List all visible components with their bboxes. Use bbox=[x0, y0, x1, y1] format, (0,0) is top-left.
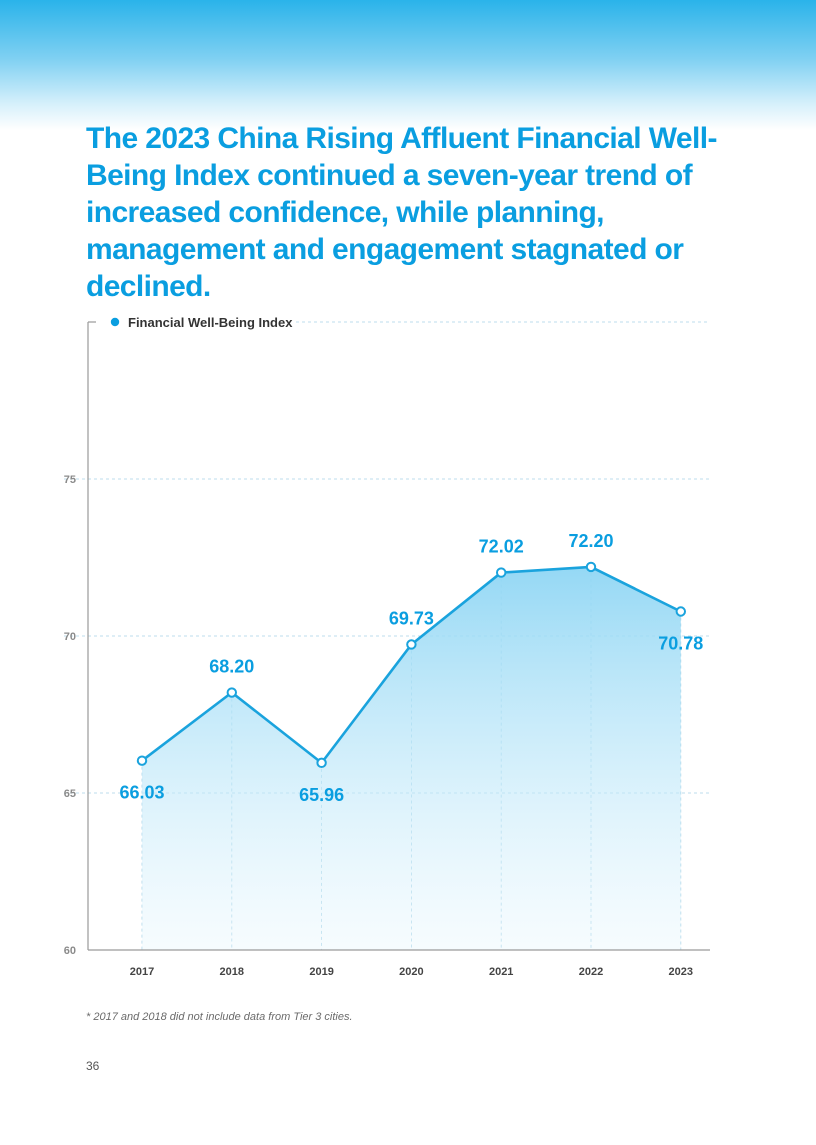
legend-marker bbox=[110, 317, 120, 327]
y-tick-label: 75 bbox=[64, 474, 76, 486]
data-label: 72.20 bbox=[568, 531, 613, 551]
data-point bbox=[585, 561, 597, 573]
area-layer bbox=[142, 566, 681, 950]
data-label: 70.78 bbox=[658, 634, 703, 654]
page-headline: The 2023 China Rising Affluent Financial… bbox=[86, 122, 717, 303]
x-tick-label: 2023 bbox=[669, 966, 693, 978]
data-label: 69.73 bbox=[389, 608, 434, 628]
data-point bbox=[675, 606, 686, 617]
data-label: 72.02 bbox=[479, 537, 524, 557]
data-point bbox=[136, 755, 148, 766]
series-area-fill bbox=[142, 566, 681, 950]
axis-layer: 60 65 70 75 2017 2018 2019 2020 2021 2022 2023 bbox=[64, 321, 710, 978]
x-tick-label: 2017 bbox=[130, 966, 154, 978]
legend-label: Financial Well-Being Index bbox=[128, 315, 293, 330]
chart-footnote: * 2017 and 2018 did not include data fro… bbox=[86, 1011, 353, 1023]
line-layer bbox=[136, 561, 686, 769]
page-number: 36 bbox=[86, 1059, 100, 1073]
x-tick-label: 2019 bbox=[309, 966, 333, 978]
data-label: 66.03 bbox=[119, 783, 164, 803]
legend-layer: Financial Well-Being Index bbox=[110, 315, 293, 330]
data-point bbox=[316, 757, 327, 769]
header-gradient-band bbox=[0, 0, 816, 130]
x-tick-label: 2022 bbox=[579, 966, 603, 978]
well-being-index-line-chart: 60 65 70 75 2017 2018 2019 2020 2021 2022 2023 66.… bbox=[64, 315, 710, 978]
data-label: 65.96 bbox=[299, 785, 344, 805]
data-point bbox=[496, 567, 507, 578]
x-tick-label: 2020 bbox=[399, 966, 423, 978]
y-tick-label: 65 bbox=[64, 788, 76, 800]
x-tick-label: 2021 bbox=[489, 966, 513, 978]
y-tick-label: 60 bbox=[64, 945, 76, 957]
x-tick-label: 2018 bbox=[220, 966, 244, 978]
label-layer: 66.03 68.20 65.96 69.73 72.02 72.20 70.78 bbox=[119, 531, 703, 805]
data-label: 68.20 bbox=[209, 657, 254, 677]
y-tick-label: 70 bbox=[64, 631, 76, 643]
data-point bbox=[226, 687, 238, 698]
data-point bbox=[406, 639, 417, 650]
